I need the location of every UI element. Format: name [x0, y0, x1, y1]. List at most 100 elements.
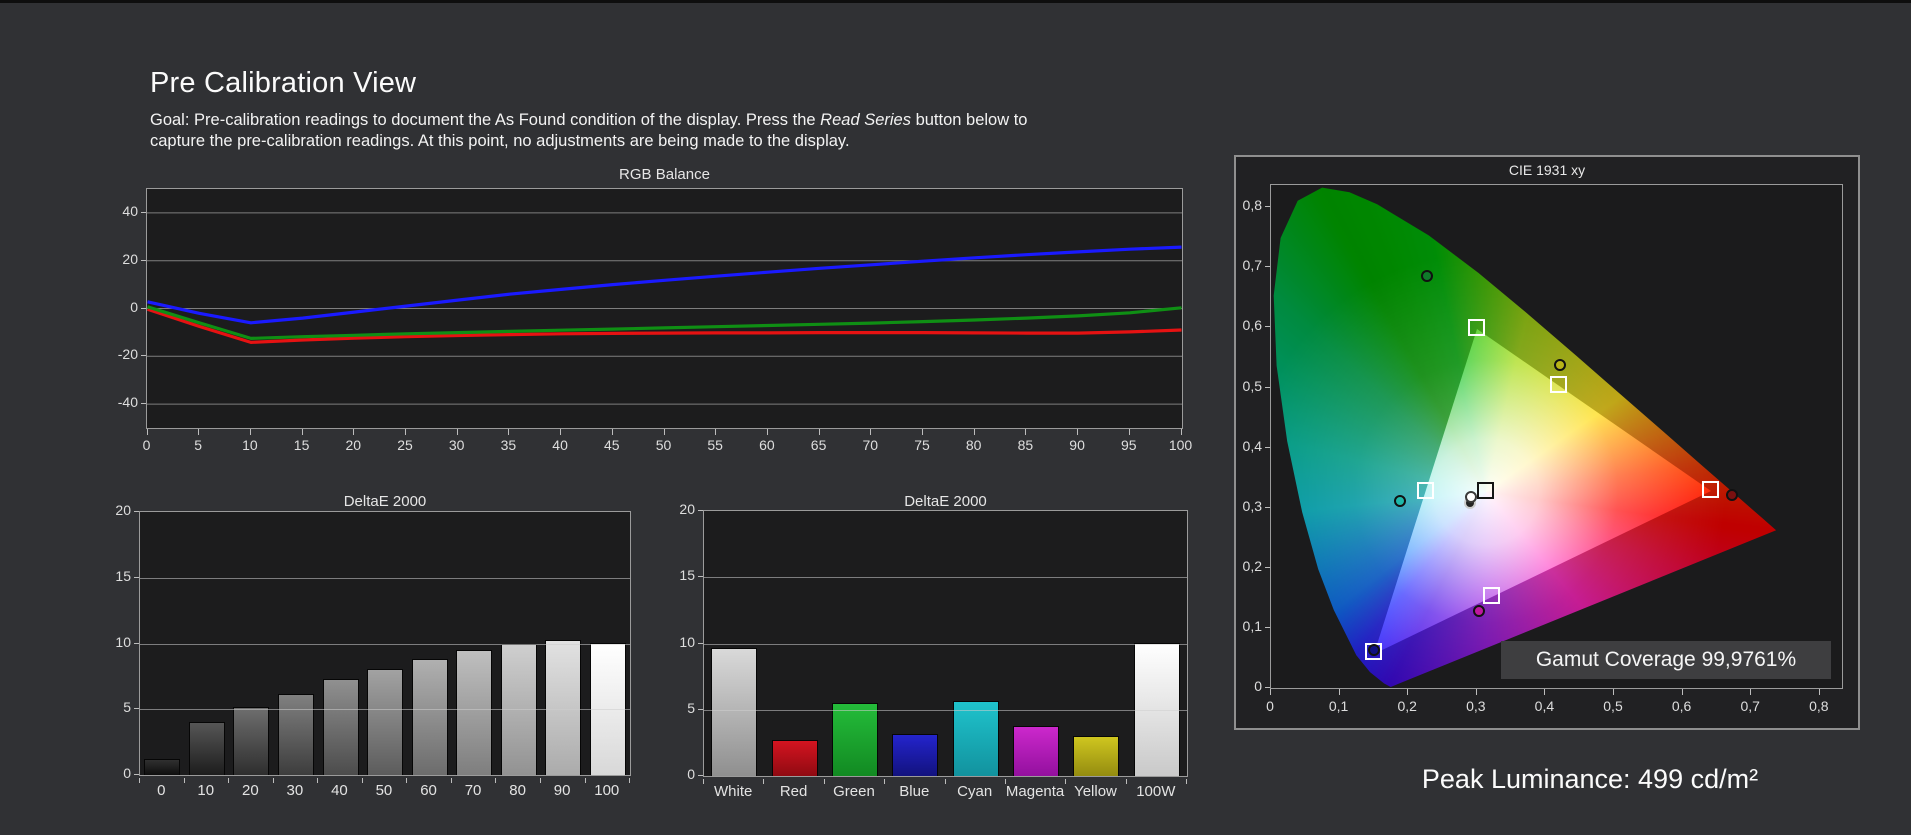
- category-label: Cyan: [957, 783, 993, 800]
- top-divider: [0, 0, 1911, 3]
- x-boundary-tick: [1125, 779, 1127, 784]
- x-boundary-tick: [703, 779, 704, 784]
- y-tick: [141, 403, 146, 405]
- y-tick: [1265, 566, 1270, 568]
- bar-green: [831, 703, 878, 776]
- x-tick-label: 0,1: [1328, 698, 1349, 714]
- y-tick-label: 5: [687, 699, 695, 716]
- gamut-coverage-badge: Gamut Coverage 99,9761%: [1501, 641, 1831, 679]
- x-tick: [1544, 689, 1546, 695]
- x-boundary-tick: [361, 778, 363, 783]
- x-tick-label: 0,6: [1671, 698, 1692, 714]
- bar-white: [711, 647, 758, 776]
- x-tick-label: 15: [293, 437, 310, 453]
- green-target: [1468, 318, 1486, 336]
- y-tick-label: 0,6: [1242, 317, 1262, 334]
- category-label: 60: [420, 782, 437, 799]
- y-tick: [698, 642, 703, 644]
- x-tick: [1180, 429, 1182, 435]
- x-boundary-tick: [183, 778, 185, 783]
- gridline: [704, 643, 1187, 645]
- x-tick-label: 0,4: [1534, 698, 1555, 714]
- x-boundary-tick: [584, 778, 586, 783]
- category-label: 40: [331, 782, 348, 799]
- x-boundary-tick: [1065, 779, 1067, 784]
- x-tick-label: 0: [142, 437, 151, 453]
- y-tick: [1265, 687, 1270, 688]
- y-tick: [1265, 206, 1270, 208]
- goal-read-series: Read Series: [820, 110, 911, 129]
- cyan-measured: [1394, 494, 1406, 507]
- bar-blue: [892, 733, 939, 776]
- goal-text: Goal: Pre-calibration readings to docume…: [150, 110, 1310, 152]
- x-tick: [1407, 689, 1409, 695]
- rgb-line-green: [147, 305, 1182, 340]
- x-tick-label: 65: [810, 437, 827, 453]
- x-tick-label: 10: [242, 437, 258, 453]
- green-measured: [1421, 270, 1434, 283]
- y-tick: [1265, 386, 1270, 388]
- category-label: Red: [779, 783, 808, 800]
- y-tick: [1265, 446, 1270, 448]
- cie-chart-panel: CIE 1931 xy Gamut Coverage 99,9761% 0 0,1…: [1234, 155, 1860, 730]
- deltae-colors-x-axis: White Red Green Blue Cyan Magenta Yellow 100W: [703, 777, 1188, 805]
- rgb-balance-x-axis: 0 5 10 15 20 25 30 35 40 45 50 55 60 65 70 75 80 85 90 95 10…: [143, 429, 1192, 455]
- x-tick-label: 45: [604, 437, 620, 453]
- blue-measured: [1367, 644, 1380, 657]
- category-label: 50: [375, 782, 393, 799]
- category-label: 70: [464, 782, 482, 799]
- cie-plot: Gamut Coverage 99,9761%: [1270, 184, 1843, 689]
- yellow-measured: [1553, 359, 1566, 372]
- y-tick-label: 0: [687, 766, 695, 782]
- bar-red: [771, 740, 818, 776]
- x-tick: [560, 429, 562, 435]
- category-label: 20: [242, 782, 259, 799]
- red-measured: [1726, 488, 1738, 501]
- x-tick-label: 0,5: [1603, 698, 1623, 714]
- x-tick-label: 70: [862, 437, 879, 453]
- x-tick-label: 0,2: [1397, 698, 1417, 714]
- gridline: [140, 577, 630, 579]
- x-boundary-tick: [228, 778, 230, 783]
- deltae-colors-plot: [703, 510, 1188, 777]
- x-tick-label: 5: [194, 437, 203, 453]
- y-tick: [141, 211, 146, 213]
- x-tick: [1750, 689, 1752, 695]
- x-boundary-tick: [272, 778, 274, 783]
- bar-90: [545, 640, 582, 775]
- y-tick-label: 0,7: [1242, 257, 1262, 274]
- deltae-colors-y-axis: 0 5 10 15 20: [659, 501, 703, 782]
- y-tick: [134, 642, 139, 644]
- x-boundary-tick: [495, 778, 497, 783]
- magenta-measured: [1472, 605, 1485, 618]
- bar-magenta: [1013, 725, 1060, 776]
- y-tick-label: 20: [122, 250, 138, 267]
- x-tick: [405, 429, 406, 435]
- cie-y-axis: 0 0,1 0,2 0,3 0,4 0,5 0,6 0,7 0,8: [1236, 184, 1270, 694]
- bar-10: [188, 722, 225, 775]
- y-tick-label: 0: [1254, 678, 1262, 694]
- x-tick: [456, 429, 458, 435]
- x-tick: [818, 429, 820, 435]
- x-tick: [1128, 429, 1130, 435]
- x-tick: [663, 429, 665, 435]
- deltae-colors-title: DeltaE 2000: [904, 493, 987, 510]
- y-tick-label: 5: [123, 699, 131, 716]
- x-boundary-tick: [944, 779, 946, 784]
- y-tick: [134, 708, 139, 710]
- bar-70: [456, 650, 493, 775]
- x-tick: [922, 429, 923, 435]
- x-tick-label: 90: [1069, 437, 1085, 453]
- y-tick-label: 10: [679, 633, 695, 650]
- x-tick-label: 50: [655, 437, 672, 453]
- x-boundary-tick: [1186, 779, 1187, 784]
- y-tick: [134, 576, 139, 578]
- y-tick: [1265, 626, 1270, 628]
- x-boundary-tick: [763, 779, 765, 784]
- x-tick-label: 95: [1121, 437, 1137, 453]
- bar-40: [322, 679, 359, 775]
- bar-yellow: [1073, 736, 1120, 776]
- x-tick: [198, 429, 200, 435]
- x-boundary-tick: [539, 778, 541, 783]
- y-tick: [698, 576, 703, 578]
